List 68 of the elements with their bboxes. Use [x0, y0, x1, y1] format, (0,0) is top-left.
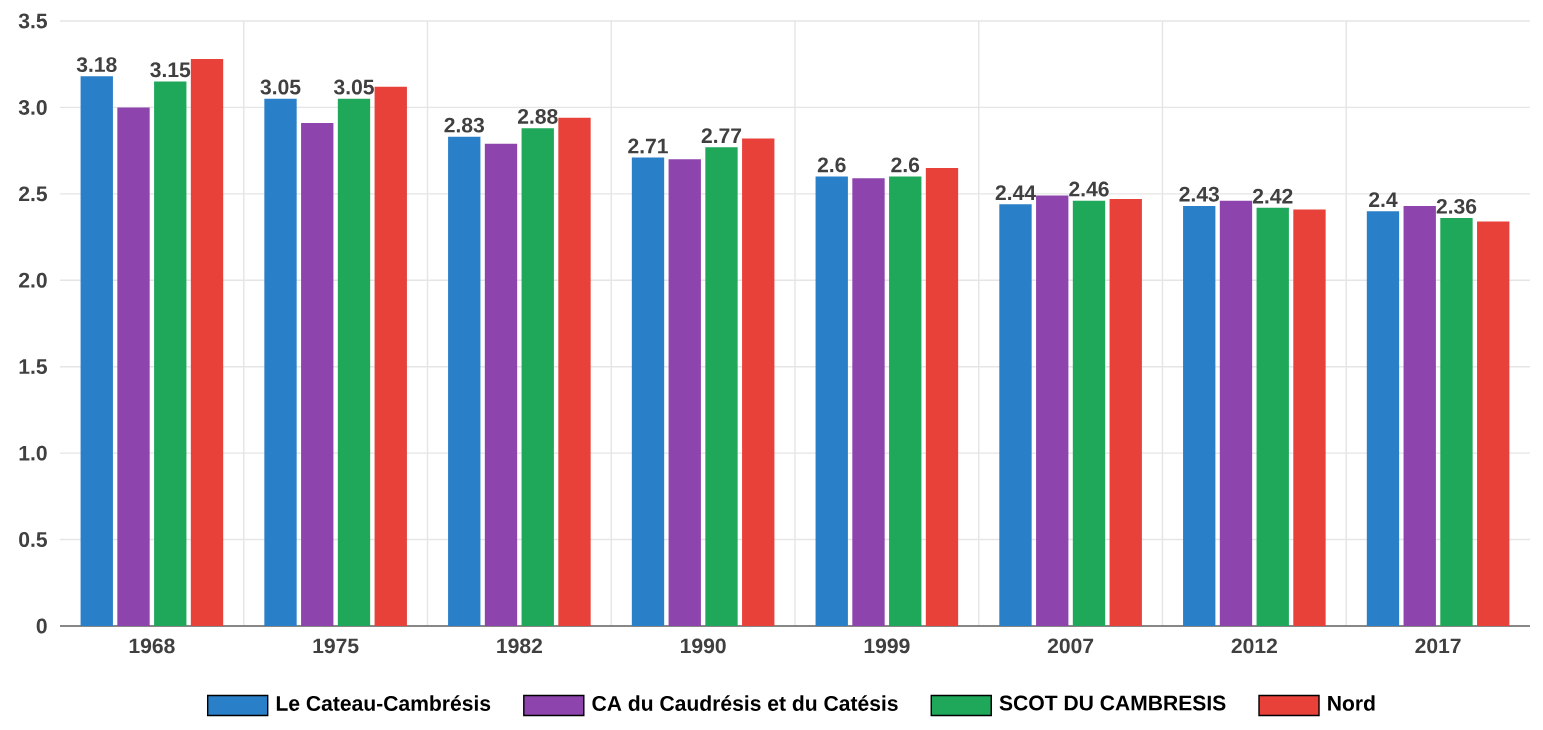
data-label: 3.18 — [76, 57, 117, 73]
data-label: 3.05 — [333, 79, 374, 95]
bar — [815, 176, 848, 626]
y-tick-label: 0 — [36, 618, 47, 634]
bar — [1293, 209, 1326, 626]
bar — [80, 76, 113, 626]
legend-label: CA du Caudrésis et du Catésis — [592, 695, 898, 711]
bar — [1072, 200, 1106, 626]
bar — [999, 204, 1032, 626]
bar — [154, 81, 187, 626]
bar — [1219, 200, 1253, 626]
x-tick-label: 2007 — [1047, 638, 1094, 654]
bar — [631, 157, 665, 626]
bar — [484, 143, 518, 626]
x-tick-label: 2017 — [1415, 638, 1461, 654]
bar — [1403, 205, 1436, 626]
data-label: 3.15 — [150, 62, 191, 78]
x-tick-label: 2012 — [1231, 638, 1277, 654]
bar — [705, 147, 738, 626]
data-label: 2.4 — [1369, 192, 1398, 207]
data-label: 2.88 — [517, 109, 558, 124]
bar — [1183, 205, 1216, 626]
data-label: 2.36 — [1436, 198, 1477, 214]
bar — [374, 86, 407, 626]
bar — [925, 167, 959, 626]
bar — [1109, 199, 1142, 626]
x-tick-label: 1999 — [864, 638, 910, 654]
y-tick-label: 2.5 — [19, 186, 47, 202]
bar — [558, 117, 591, 626]
data-label: 2.77 — [701, 128, 742, 143]
bar — [889, 176, 922, 626]
bar — [1036, 195, 1069, 626]
x-tick-label: 1968 — [129, 638, 175, 654]
bar — [448, 136, 481, 626]
x-tick-label: 1990 — [680, 638, 726, 654]
legend-label: Le Cateau-Cambrésis — [276, 695, 491, 711]
data-label: 3.05 — [260, 79, 301, 95]
bar — [1366, 211, 1400, 626]
bar — [117, 107, 150, 626]
y-tick-label: 2.0 — [19, 272, 47, 288]
data-label: 2.44 — [995, 185, 1036, 200]
x-tick-label: 1975 — [313, 638, 359, 654]
legend-label: SCOT DU CAMBRESIS — [999, 695, 1226, 711]
y-tick-label: 3.5 — [18, 13, 47, 29]
x-tick-label: 1982 — [497, 638, 542, 654]
bar — [337, 98, 371, 626]
data-label: 2.6 — [891, 157, 920, 173]
data-label: 2.46 — [1069, 181, 1109, 197]
data-label: 2.42 — [1252, 188, 1293, 204]
bar — [668, 159, 701, 626]
y-tick-label: 1.0 — [19, 445, 47, 461]
y-tick-label: 1.5 — [19, 359, 47, 375]
bar — [521, 128, 554, 626]
legend-label: Nord — [1328, 695, 1375, 711]
bar — [742, 138, 775, 626]
y-tick-label: 0.5 — [19, 532, 47, 548]
data-label: 2.43 — [1179, 186, 1219, 202]
bar — [190, 59, 224, 626]
data-label: 2.6 — [817, 157, 846, 173]
data-label: 2.83 — [444, 117, 485, 133]
bar — [301, 122, 334, 626]
bar — [1256, 207, 1289, 626]
bar — [1477, 221, 1510, 626]
bar — [852, 178, 885, 626]
y-tick-label: 3.0 — [18, 99, 47, 115]
bar — [264, 98, 297, 626]
data-label: 2.71 — [628, 138, 668, 154]
bar — [1440, 218, 1473, 626]
